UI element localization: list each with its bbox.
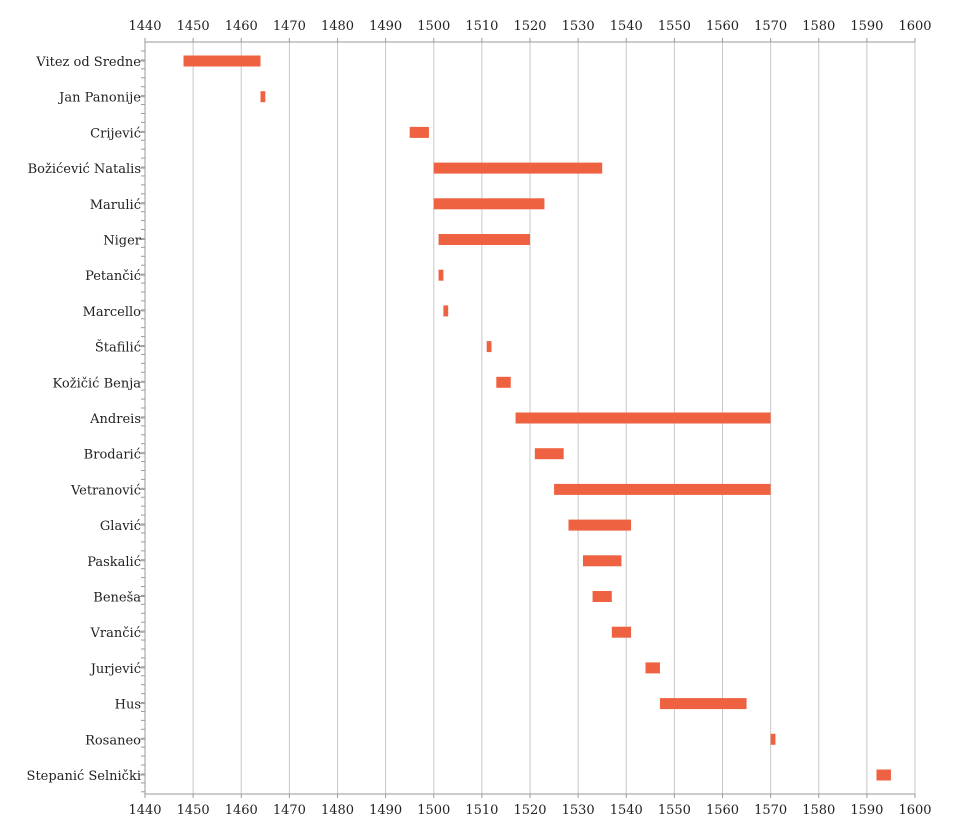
- tick-label-bottom-1590: 1590: [850, 803, 883, 818]
- category-label: Marulić: [90, 198, 141, 213]
- bar-crijević: [409, 126, 429, 138]
- tick-labels: 1440 1440 1450 1450 1460 1460 1470 1470 1480 1480…: [128, 19, 931, 818]
- tick-label-top-1480: 1480: [321, 19, 354, 34]
- bar-marulić: [433, 198, 545, 210]
- bar-brodarić: [534, 448, 564, 460]
- category-label: Štafilić: [95, 339, 141, 356]
- category-label: Kožičić Benja: [53, 376, 142, 391]
- bar-jurjević: [645, 662, 660, 674]
- bar-stepanić-selnički: [876, 769, 891, 781]
- bar-petančić: [438, 269, 444, 281]
- tick-label-bottom-1540: 1540: [610, 803, 643, 818]
- axes: [139, 38, 916, 798]
- category-label: Vitez od Sredne: [35, 55, 141, 70]
- bar-beneša: [592, 591, 612, 602]
- category-label: Marcello: [83, 305, 142, 320]
- tick-label-top-1470: 1470: [273, 19, 306, 34]
- category-label: Niger: [103, 234, 142, 249]
- bar-niger: [438, 234, 530, 245]
- category-label: Beneša: [93, 591, 141, 606]
- tick-label-bottom-1600: 1600: [898, 803, 931, 818]
- bar-kožičić-benja: [496, 376, 511, 388]
- category-label: Vrančić: [90, 626, 141, 641]
- tick-label-top-1580: 1580: [802, 19, 835, 34]
- tick-label-top-1490: 1490: [369, 19, 402, 34]
- tick-label-bottom-1450: 1450: [177, 803, 210, 818]
- tick-label-bottom-1510: 1510: [465, 803, 498, 818]
- tick-label-bottom-1470: 1470: [273, 803, 306, 818]
- bar-jan-panonije: [260, 91, 266, 103]
- tick-label-bottom-1570: 1570: [754, 803, 787, 818]
- tick-label-top-1570: 1570: [754, 19, 787, 34]
- tick-label-top-1440: 1440: [128, 19, 161, 34]
- bar-glavić: [568, 519, 632, 531]
- tick-label-top-1560: 1560: [706, 19, 739, 34]
- tick-label-bottom-1560: 1560: [706, 803, 739, 818]
- category-label: Rosaneo: [85, 733, 141, 748]
- bar-vitez-od-sredne: [183, 55, 261, 67]
- tick-label-top-1500: 1500: [417, 19, 450, 34]
- tick-label-top-1550: 1550: [658, 19, 691, 34]
- bar-hus: [659, 698, 747, 710]
- bar-andreis: [515, 412, 771, 424]
- category-label: Glavić: [100, 519, 141, 534]
- category-label: Jurjević: [89, 662, 141, 677]
- tick-label-top-1510: 1510: [465, 19, 498, 34]
- category-labels: Vitez od Sredne Jan Panonije Crijević Božić…: [27, 55, 142, 784]
- tick-label-top-1520: 1520: [513, 19, 546, 34]
- category-label: Paskalić: [87, 555, 141, 570]
- tick-label-bottom-1520: 1520: [513, 803, 546, 818]
- tick-label-bottom-1580: 1580: [802, 803, 835, 818]
- bar-vrančić: [611, 626, 632, 638]
- bar-vetranović: [554, 483, 771, 495]
- tick-label-bottom-1530: 1530: [562, 803, 595, 818]
- tick-label-bottom-1500: 1500: [417, 803, 450, 818]
- category-label: Jan Panonije: [57, 91, 141, 106]
- tick-label-top-1450: 1450: [177, 19, 210, 34]
- tick-label-bottom-1490: 1490: [369, 803, 402, 818]
- category-label: Petančić: [85, 269, 141, 284]
- range-bars: [183, 55, 891, 781]
- bar-rosaneo: [770, 733, 776, 745]
- tick-label-top-1460: 1460: [225, 19, 258, 34]
- tick-label-bottom-1550: 1550: [658, 803, 691, 818]
- tick-label-top-1590: 1590: [850, 19, 883, 34]
- category-label: Brodarić: [84, 448, 141, 463]
- category-label: Vetranović: [70, 483, 141, 498]
- category-label: Hus: [115, 698, 141, 713]
- category-label: Božićević Natalis: [28, 162, 141, 177]
- category-label: Andreis: [89, 412, 141, 427]
- tick-label-top-1540: 1540: [610, 19, 643, 34]
- bar-štafilić: [486, 341, 492, 353]
- category-label: Crijević: [90, 126, 141, 141]
- tick-label-top-1600: 1600: [898, 19, 931, 34]
- bar-marcello: [443, 305, 449, 317]
- category-label: Stepanić Selnički: [27, 769, 141, 784]
- tick-label-bottom-1440: 1440: [128, 803, 161, 818]
- bar-paskalić: [582, 555, 622, 567]
- tick-label-top-1530: 1530: [562, 19, 595, 34]
- tick-label-bottom-1480: 1480: [321, 803, 354, 818]
- tick-label-bottom-1460: 1460: [225, 803, 258, 818]
- bar-božićević-natalis: [433, 162, 603, 174]
